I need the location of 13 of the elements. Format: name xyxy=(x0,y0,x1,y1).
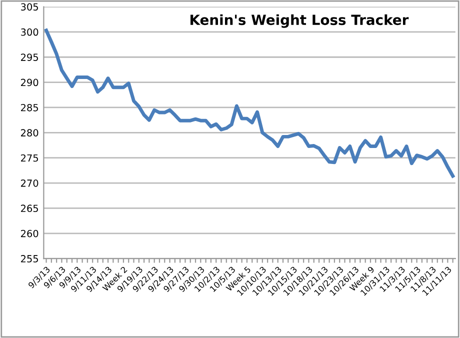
text: Kenin's Weight Loss Tracker xyxy=(190,14,409,28)
y-tick-label: 290 xyxy=(20,78,38,86)
y-tick-label: 285 xyxy=(20,104,38,112)
line-series xyxy=(44,28,455,178)
y-tick-label: 275 xyxy=(20,154,38,162)
y-tick-label: 265 xyxy=(20,204,38,212)
y-tick-label: 255 xyxy=(20,255,38,262)
y-tick-label: 300 xyxy=(21,28,38,36)
y-tick-label: 260 xyxy=(20,230,38,238)
y-tick-label: 270 xyxy=(20,180,38,187)
y-tick-label: 280 xyxy=(20,129,38,136)
y-tick-label: 305 xyxy=(21,3,38,11)
y-tick-label: 295 xyxy=(20,54,38,61)
